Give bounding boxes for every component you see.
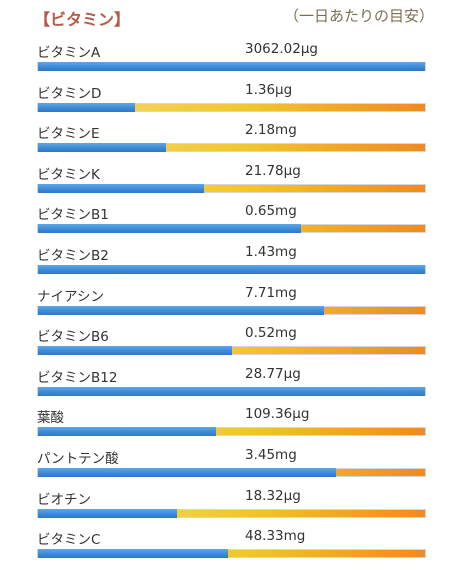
nutrient-value: 109.36μg xyxy=(245,406,310,423)
nutrient-progress-fill xyxy=(38,305,325,315)
nutrient-progress-fill xyxy=(38,224,302,234)
nutrient-progress-bar xyxy=(37,143,426,153)
nutrient-list: ビタミンA 3062.02μg ビタミンD 1.36μg ビタミンE 2.18mg ビタミン… xyxy=(0,38,465,566)
nutrient-value: 21.78μg xyxy=(245,162,301,179)
nutrient-name: ビタミンK xyxy=(37,166,100,183)
nutrient-name: ビタミンB2 xyxy=(37,247,109,264)
nutrient-value: 1.43mg xyxy=(245,243,297,260)
nutrient-progress-fill xyxy=(38,183,205,193)
nutrient-name: ビタミンD xyxy=(37,85,102,102)
nutrient-progress-fill xyxy=(38,427,217,437)
nutrient-progress-bar xyxy=(37,427,426,437)
nutrient-name: ビタミンB1 xyxy=(37,207,109,224)
nutrient-progress-fill xyxy=(38,467,336,477)
nutrient-row: ビタミンK 21.78μg xyxy=(0,160,465,201)
nutrient-name: ビタミンB12 xyxy=(37,369,118,386)
nutrient-row: ビタミンB1 0.65mg xyxy=(0,200,465,241)
nutrient-progress-fill xyxy=(38,386,425,396)
nutrient-row: ビタミンE 2.18mg xyxy=(0,119,465,160)
nutrient-progress-fill xyxy=(38,346,232,356)
section-title: 【ビタミン】 xyxy=(34,10,131,29)
panel-header: 【ビタミン】 （一日あたりの目安） xyxy=(0,0,465,36)
daily-guideline-note: （一日あたりの目安） xyxy=(284,7,435,25)
nutrient-value: 28.77μg xyxy=(245,365,301,382)
nutrient-progress-bar xyxy=(37,305,426,315)
nutrient-value: 48.33mg xyxy=(245,528,306,545)
nutrient-name: ビタミンB6 xyxy=(37,329,109,346)
nutrient-value: 0.52mg xyxy=(245,325,297,342)
nutrient-progress-fill xyxy=(38,62,425,71)
nutrient-progress-bar xyxy=(37,62,426,71)
nutrient-row: ビタミンB2 1.43mg xyxy=(0,241,465,282)
nutrient-value: 3062.02μg xyxy=(245,41,318,57)
nutrient-progress-bar xyxy=(37,549,426,559)
nutrient-value: 18.32μg xyxy=(245,487,301,504)
nutrient-row: 葉酸 109.36μg xyxy=(0,403,465,444)
nutrient-progress-fill xyxy=(38,102,135,112)
nutrient-progress-bar xyxy=(37,264,426,274)
nutrient-progress-fill xyxy=(38,143,166,153)
nutrient-name: パントテン酸 xyxy=(37,450,119,467)
nutrient-row: ビタミンD 1.36μg xyxy=(0,79,465,120)
nutrient-value: 0.65mg xyxy=(245,203,297,220)
nutrient-progress-fill xyxy=(38,549,228,559)
nutrient-progress-bar xyxy=(37,346,426,356)
nutrient-progress-bar xyxy=(37,467,426,477)
nutrient-name: ビタミンE xyxy=(37,126,100,143)
nutrient-progress-bar xyxy=(37,102,426,112)
nutrient-progress-bar xyxy=(37,386,426,396)
nutrient-name: ナイアシン xyxy=(37,288,104,305)
nutrient-row: ビタミンB6 0.52mg xyxy=(0,322,465,363)
nutrient-name: ビタミンA xyxy=(37,45,101,61)
nutrient-value: 3.45mg xyxy=(245,446,297,463)
nutrient-row: ビタミンA 3062.02μg xyxy=(0,38,465,79)
nutrient-row: パントテン酸 3.45mg xyxy=(0,444,465,485)
nutrient-row: ビタミンC 48.33mg xyxy=(0,525,465,566)
nutrient-name: ビオチン xyxy=(37,491,91,508)
nutrient-value: 1.36μg xyxy=(245,81,293,98)
nutrient-progress-bar xyxy=(37,224,426,234)
nutrient-progress-fill xyxy=(38,264,425,274)
nutrient-value: 2.18mg xyxy=(245,122,297,139)
nutrient-value: 7.71mg xyxy=(245,284,297,301)
nutrient-name: ビタミンC xyxy=(37,532,101,549)
nutrient-progress-fill xyxy=(38,508,178,518)
nutrient-row: ナイアシン 7.71mg xyxy=(0,282,465,323)
nutrient-name: 葉酸 xyxy=(37,410,64,427)
nutrient-row: ビオチン 18.32μg xyxy=(0,485,465,526)
nutrient-row: ビタミンB12 28.77μg xyxy=(0,363,465,404)
nutrient-progress-bar xyxy=(37,508,426,518)
nutrient-progress-bar xyxy=(37,183,426,193)
